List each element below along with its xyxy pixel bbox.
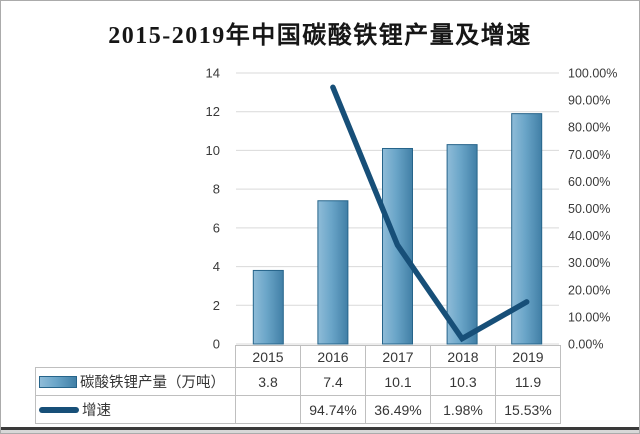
bottom-divider [1,427,639,430]
production-value-2016: 7.4 [300,367,366,396]
production-value-2018: 10.3 [430,367,496,396]
year-header-2018: 2018 [430,345,496,368]
left-axis-tick: 2 [213,298,220,313]
year-header-2015: 2015 [235,345,301,368]
production-legend-swatch [39,376,77,388]
right-axis-tick: 50.00% [568,202,610,216]
right-axis-tick: 0.00% [568,338,603,352]
right-axis-tick: 10.00% [568,310,610,324]
left-axis-tick: 4 [213,259,220,274]
left-axis-tick: 10 [206,143,220,158]
right-axis-tick: 20.00% [568,283,610,297]
right-axis-tick: 80.00% [568,121,610,135]
growth-value-2018: 1.98% [430,395,496,424]
year-header-2019: 2019 [495,345,561,368]
bar-2015 [252,269,284,345]
data-table: 2015 2016 2017 2018 2019 碳酸铁锂产量（万吨） 3.8 … [35,345,561,424]
bar-2018 [446,144,478,345]
right-axis-tick: 70.00% [568,148,610,162]
growth-value-2016: 94.74% [300,395,366,424]
growth-table-row: 增速 94.74% 36.49% 1.98% 15.53% [35,395,561,424]
left-axis-tick: 0 [213,337,220,352]
production-value-2015: 3.8 [235,367,301,396]
production-row-label-text: 碳酸铁锂产量（万吨） [80,375,225,391]
right-axis-tick: 40.00% [568,229,610,243]
growth-line [330,84,530,343]
production-table-row: 碳酸铁锂产量（万吨） 3.8 7.4 10.1 10.3 11.9 [35,367,561,396]
production-row-label: 碳酸铁锂产量（万吨） [35,367,236,396]
growth-legend-swatch [39,407,79,413]
growth-row-label-text: 增速 [82,403,111,419]
left-axis-tick: 6 [213,220,220,235]
growth-value-2017: 36.49% [365,395,431,424]
bar-2016 [317,200,349,345]
chart-title: 2015-2019年中国碳酸铁锂产量及增速 [108,23,532,49]
year-header-2017: 2017 [365,345,431,368]
production-value-2017: 10.1 [365,367,431,396]
growth-value-2019: 15.53% [495,395,561,424]
left-axis-tick: 8 [213,182,220,197]
table-header-row: 2015 2016 2017 2018 2019 [36,345,561,368]
right-axis-tick: 30.00% [568,256,610,270]
table-corner-cell [36,346,236,368]
bottom-edge [1,430,639,433]
left-axis-tick: 14 [206,66,220,81]
production-value-2019: 11.9 [495,367,561,396]
left-axis-tick: 12 [206,104,220,119]
right-axis-tick: 90.00% [568,94,610,108]
growth-row-label: 增速 [35,395,236,424]
growth-value-2015 [235,395,301,424]
combo-chart: 0 2 4 6 8 10 12 14 100.00% 90.00% 80.00% 70.00% 60.0… [206,66,618,352]
right-axis-tick: 100.00% [568,67,617,81]
right-axis-tick: 60.00% [568,175,610,189]
year-header-2016: 2016 [300,345,366,368]
